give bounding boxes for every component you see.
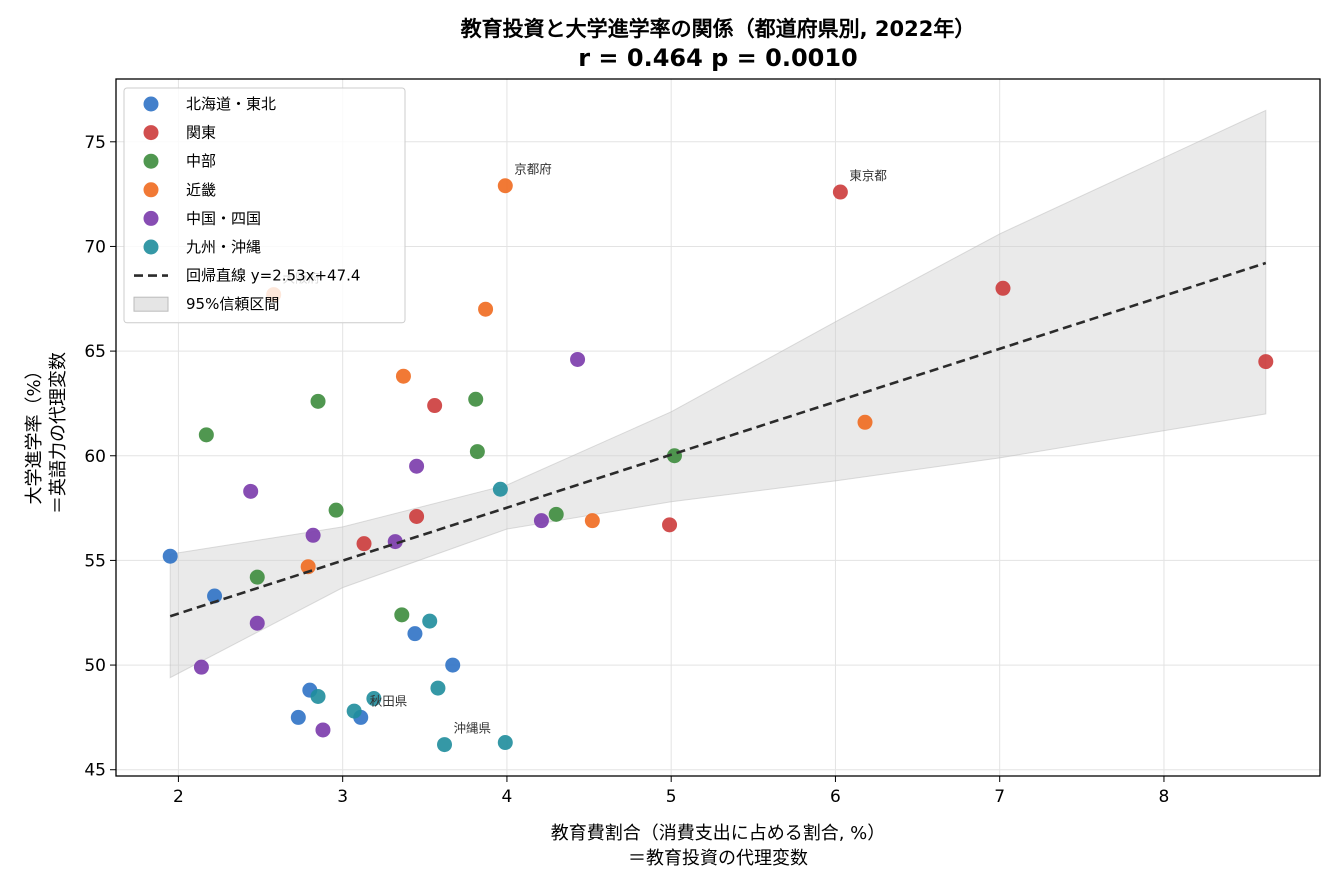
point-annotation: 沖縄県: [454, 721, 492, 736]
legend-label: 95%信頼区間: [186, 295, 279, 313]
x-tick-label: 5: [666, 787, 677, 807]
data-point: [1258, 354, 1274, 370]
data-point: [366, 691, 382, 707]
chart-subtitle: r = 0.464 p = 0.0010: [578, 44, 858, 72]
x-tick-label: 3: [337, 787, 348, 807]
legend-marker: [143, 239, 159, 255]
legend-label: 中部: [186, 152, 216, 170]
data-point: [857, 414, 873, 430]
data-points-layer: [162, 178, 1274, 753]
data-point: [497, 735, 513, 751]
legend-label: 九州・沖縄: [186, 238, 261, 256]
data-point: [430, 680, 446, 696]
data-point: [427, 398, 443, 414]
data-point: [394, 607, 410, 623]
data-point: [422, 613, 438, 629]
legend-label: 関東: [186, 124, 216, 142]
legend-label: 近畿: [186, 181, 216, 199]
data-point: [356, 536, 372, 552]
data-point: [533, 513, 549, 529]
data-point: [290, 709, 306, 725]
x-tick-label: 8: [1159, 787, 1170, 807]
point-annotation: 東京都: [849, 168, 887, 183]
data-point: [346, 703, 362, 719]
data-point: [305, 527, 321, 543]
data-point: [409, 458, 425, 474]
y-tick-label: 75: [84, 133, 106, 153]
data-point: [492, 481, 508, 497]
legend-label: 北海道・東北: [186, 95, 276, 113]
y-tick-label: 65: [84, 342, 106, 362]
data-point: [249, 569, 265, 585]
data-point: [437, 737, 453, 753]
y-axis-sublabel: ＝英語力の代理変数: [48, 352, 69, 514]
legend-label: 中国・四国: [186, 209, 261, 227]
data-point: [584, 513, 600, 529]
x-tick-label: 7: [994, 787, 1005, 807]
chart-title: 教育投資と大学進学率の関係（都道府県別, 2022年）: [461, 17, 976, 41]
data-point: [243, 483, 259, 499]
regression-line-layer: [169, 261, 1267, 618]
data-point: [395, 368, 411, 384]
data-point: [468, 391, 484, 407]
point-annotation: 京都府: [514, 162, 552, 177]
y-tick-label: 60: [84, 447, 106, 467]
legend-marker: [143, 210, 159, 226]
legend-label: 回帰直線 y=2.53x+47.4: [186, 267, 360, 285]
y-axis-label: 大学進学率（%）: [24, 361, 45, 504]
data-point: [469, 444, 485, 460]
x-axis-sublabel: ＝教育投資の代理変数: [628, 848, 808, 869]
data-point: [162, 548, 178, 564]
data-point: [445, 657, 461, 673]
data-point: [478, 301, 494, 317]
data-point: [198, 427, 214, 443]
legend-band-marker: [133, 296, 169, 312]
data-point: [497, 178, 513, 194]
data-point: [310, 688, 326, 704]
legend-marker: [143, 153, 159, 169]
data-point: [315, 722, 331, 738]
y-tick-label: 50: [84, 656, 106, 676]
legend-marker: [143, 182, 159, 198]
data-point: [548, 506, 564, 522]
data-point: [407, 626, 423, 642]
data-point: [832, 184, 848, 200]
data-point: [995, 280, 1011, 296]
legend-marker: [143, 125, 159, 141]
data-point: [409, 508, 425, 524]
data-point: [570, 351, 586, 367]
data-point: [328, 502, 344, 518]
x-tick-label: 2: [173, 787, 184, 807]
y-tick-label: 45: [84, 761, 106, 781]
y-tick-label: 70: [84, 237, 106, 257]
plot-frame: [115, 78, 1321, 777]
data-point: [193, 659, 209, 675]
legend-box: [123, 87, 406, 324]
confidence-band: [169, 109, 1267, 679]
confidence-band-layer: [169, 109, 1267, 679]
legend-marker: [143, 96, 159, 112]
data-point: [662, 517, 678, 533]
y-tick-label: 55: [84, 551, 106, 571]
point-annotation: 秋田県: [370, 693, 408, 708]
x-tick-label: 6: [830, 787, 841, 807]
x-tick-label: 4: [502, 787, 513, 807]
data-point: [310, 393, 326, 409]
data-point: [249, 615, 265, 631]
x-axis-label: 教育費割合（消費支出に占める割合, %）: [551, 823, 886, 844]
regression-line: [169, 261, 1267, 618]
gridlines: [116, 79, 1320, 776]
